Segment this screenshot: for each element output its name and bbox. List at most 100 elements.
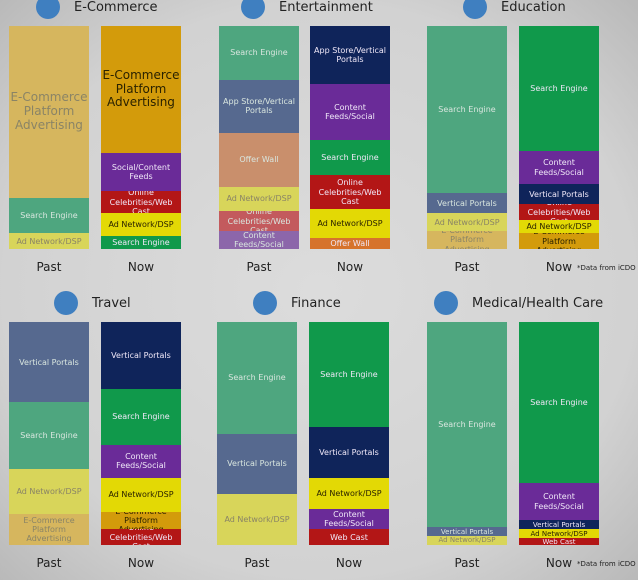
bar-segment-offer-wall: Offer Wall bbox=[310, 237, 390, 249]
bar-segment-ad-network-dsp: Ad Network/DSP bbox=[519, 529, 599, 539]
bar-segment-content-feeds-social: Content Feeds/Social bbox=[519, 150, 599, 185]
bar-segment-e-commerce-platform-advertising: E-Commerce Platform Advertising bbox=[427, 231, 507, 249]
bar-segment-search-engine: Search Engine bbox=[101, 235, 181, 249]
bar-segment-content-feeds-social: Content Feeds/Social bbox=[310, 83, 390, 140]
bar-segment-web-cast: Web Cast bbox=[309, 529, 389, 545]
stacked-bar-past: Search Engine App Store/Vertical Portals O… bbox=[219, 26, 299, 249]
bar-label-now: Now bbox=[127, 556, 155, 570]
bar-label-past: Past bbox=[454, 260, 480, 274]
bar-segment-web-cast: Web Cast bbox=[519, 538, 599, 545]
bar-segment-content-feeds-social: Content Feeds/Social bbox=[101, 444, 181, 479]
stacked-bar-now: Search Engine Content Feeds/Social Vertica… bbox=[519, 322, 599, 545]
panel-title: Entertainment bbox=[279, 0, 373, 15]
bar-segment-ad-network-dsp: Ad Network/DSP bbox=[309, 478, 389, 510]
bar-segment-ad-network-dsp: Ad Network/DSP bbox=[217, 493, 297, 545]
bar-segment-e-commerce-platform-advertising: E-Commerce Platform Advertising bbox=[519, 233, 599, 249]
bar-segment-ad-network-dsp: Ad Network/DSP bbox=[519, 219, 599, 234]
bar-segment-vertical-portals: Vertical Portals bbox=[217, 433, 297, 494]
stacked-bar-past: Search Engine Vertical Portals Ad Network/… bbox=[427, 322, 507, 545]
bar-segment-online-celebrities-web-cast: Online Celebrities/Web Cast bbox=[219, 211, 299, 232]
bar-segment-online-celebrities-web-cast: Online Celebrities/Web Cast bbox=[101, 529, 181, 545]
bar-label-now: Now bbox=[127, 260, 155, 274]
bar-label-now: Now bbox=[545, 556, 573, 570]
bar-label-past: Past bbox=[36, 556, 62, 570]
panel-header-travel: Travel bbox=[54, 291, 131, 315]
panel-title: E-Commerce bbox=[74, 0, 158, 15]
bar-label-past: Past bbox=[244, 556, 270, 570]
panel-title: Education bbox=[501, 0, 566, 15]
bar-segment-ad-network-dsp: Ad Network/DSP bbox=[427, 536, 507, 545]
bar-label-past: Past bbox=[454, 556, 480, 570]
bar-segment-vertical-portals: Vertical Portals bbox=[519, 184, 599, 205]
stacked-bar-now: Search Engine Content Feeds/Social Vertica… bbox=[519, 26, 599, 249]
circle-marker-icon bbox=[36, 0, 60, 19]
bar-segment-search-engine: Search Engine bbox=[519, 26, 599, 151]
circle-marker-icon bbox=[54, 291, 78, 315]
bar-segment-search-engine: Search Engine bbox=[310, 139, 390, 176]
bar-segment-online-celebrities-web-cast: Online Celebrities/Web Cast bbox=[101, 191, 181, 214]
stacked-bar-now: Vertical Portals Search Engine Content Fee… bbox=[101, 322, 181, 545]
panel-header-entertainment: Entertainment bbox=[241, 0, 373, 19]
bar-segment-offer-wall: Offer Wall bbox=[219, 133, 299, 187]
bar-segment-e-commerce-platform-advertising: E-Commerce Platform Advertising bbox=[101, 511, 181, 530]
bar-segment-vertical-portals: Vertical Portals bbox=[427, 193, 507, 214]
bar-segment-ad-network-dsp: Ad Network/DSP bbox=[9, 469, 89, 514]
bar-segment-content-feeds-social: Content Feeds/Social bbox=[309, 509, 389, 530]
bar-segment-vertical-portals: Vertical Portals bbox=[309, 426, 389, 479]
bar-label-past: Past bbox=[246, 260, 272, 274]
bar-segment-vertical-portals: Vertical Portals bbox=[427, 527, 507, 537]
footnote: *Data from iCDO bbox=[577, 560, 636, 568]
circle-marker-icon bbox=[434, 291, 458, 315]
bar-segment-vertical-portals: Vertical Portals bbox=[9, 322, 89, 403]
bar-label-now: Now bbox=[545, 260, 573, 274]
bar-segment-search-engine: Search Engine bbox=[9, 402, 89, 470]
panel-header-e-commerce: E-Commerce bbox=[36, 0, 157, 19]
bar-segment-search-engine: Search Engine bbox=[427, 26, 507, 194]
bar-segment-online-celebrities-web-cast: Online Celebrities/Web Cast bbox=[519, 204, 599, 220]
bar-segment-search-engine: Search Engine bbox=[427, 322, 507, 528]
panel-title: Finance bbox=[291, 295, 341, 311]
stacked-bar-now: Search Engine Vertical Portals Ad Network/… bbox=[309, 322, 389, 545]
bar-segment-e-commerce-platform-advertising: E-Commerce Platform Advertising bbox=[9, 26, 89, 198]
bar-segment-vertical-portals: Vertical Portals bbox=[101, 322, 181, 389]
bar-segment-search-engine: Search Engine bbox=[519, 322, 599, 483]
bar-segment-online-celebrities-web-cast: Online Celebrities/Web Cast bbox=[310, 175, 390, 209]
footnote: *Data from iCDO bbox=[577, 264, 636, 272]
stacked-bar-now: App Store/Vertical Portals Content Feeds/… bbox=[310, 26, 390, 249]
stacked-bar-past: E-Commerce Platform Advertising Search En… bbox=[9, 26, 89, 249]
bar-label-past: Past bbox=[36, 260, 62, 274]
bar-segment-content-feeds-social: Content Feeds/Social bbox=[219, 231, 299, 249]
circle-marker-icon bbox=[241, 0, 265, 19]
stacked-bar-past: Vertical Portals Search Engine Ad Network/… bbox=[9, 322, 89, 545]
bar-segment-ad-network-dsp: Ad Network/DSP bbox=[427, 213, 507, 232]
bar-label-now: Now bbox=[335, 556, 363, 570]
panel-title: Travel bbox=[92, 295, 131, 311]
bar-segment-search-engine: Search Engine bbox=[309, 322, 389, 427]
panel-header-finance: Finance bbox=[253, 291, 341, 315]
bar-segment-vertical-portals: Vertical Portals bbox=[519, 520, 599, 530]
circle-marker-icon bbox=[253, 291, 277, 315]
stacked-bar-past: Search Engine Vertical Portals Ad Network/… bbox=[217, 322, 297, 545]
bar-segment-ad-network-dsp: Ad Network/DSP bbox=[310, 208, 390, 238]
bar-segment-search-engine: Search Engine bbox=[217, 322, 297, 434]
bar-segment-e-commerce-platform-advertising: E-Commerce Platform Advertising bbox=[101, 26, 181, 154]
bar-segment-content-feeds-social: Content Feeds/Social bbox=[519, 482, 599, 521]
bar-segment-ad-network-dsp: Ad Network/DSP bbox=[9, 233, 89, 249]
bar-segment-ad-network-dsp: Ad Network/DSP bbox=[219, 186, 299, 212]
stacked-bar-now: E-Commerce Platform Advertising Social/Co… bbox=[101, 26, 181, 249]
bar-segment-app-store-vertical-portals: App Store/Vertical Portals bbox=[219, 79, 299, 134]
bar-segment-search-engine: Search Engine bbox=[101, 388, 181, 445]
panel-header-medical-health-care: Medical/Health Care bbox=[434, 291, 603, 315]
circle-marker-icon bbox=[463, 0, 487, 19]
bar-segment-ad-network-dsp: Ad Network/DSP bbox=[101, 213, 181, 236]
stacked-bar-past: Search Engine Vertical Portals Ad Network/… bbox=[427, 26, 507, 249]
panel-header-education: Education bbox=[463, 0, 566, 19]
bar-segment-social-content-feeds: Social/Content Feeds bbox=[101, 153, 181, 192]
bar-segment-e-commerce-platform-advertising: E-Commerce Platform Advertising bbox=[9, 513, 89, 545]
bar-segment-search-engine: Search Engine bbox=[219, 26, 299, 80]
panel-title: Medical/Health Care bbox=[472, 295, 604, 311]
bar-segment-search-engine: Search Engine bbox=[9, 197, 89, 234]
bar-segment-ad-network-dsp: Ad Network/DSP bbox=[101, 478, 181, 512]
bar-segment-app-store-vertical-portals: App Store/Vertical Portals bbox=[310, 26, 390, 84]
bar-label-now: Now bbox=[336, 260, 364, 274]
